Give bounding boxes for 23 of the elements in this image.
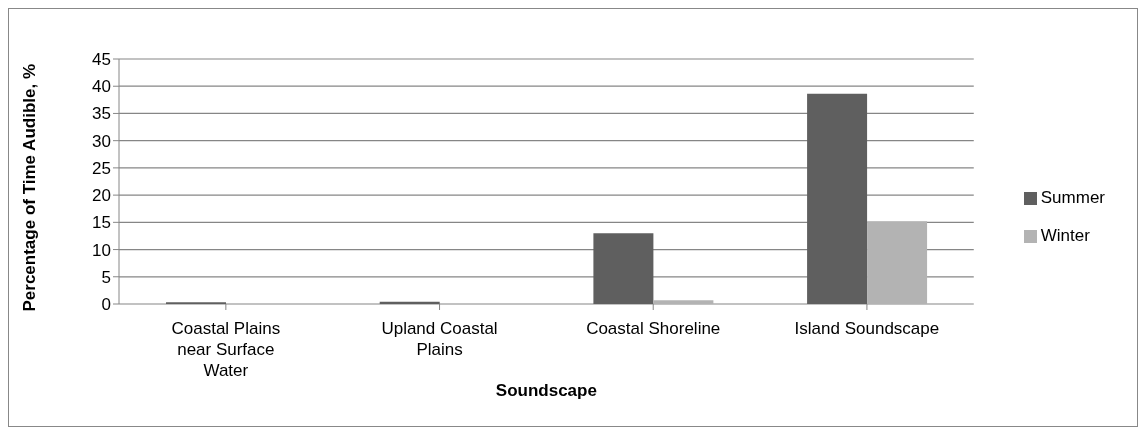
bar [379,301,440,304]
x-tick-label: Upland Coastal Plains [381,319,498,359]
y-tick-label: 10 [92,240,111,260]
x-tick-label: Island Soundscape [794,319,940,338]
y-tick-label: 40 [92,77,111,97]
y-tick-label: 35 [92,104,111,124]
y-tick-label: 5 [101,267,111,287]
x-tick-label: Coastal Shoreline [586,319,721,338]
bar [867,221,928,304]
bar [593,233,654,304]
y-tick-label: 25 [92,158,111,178]
y-axis-title: Percentage of Time Audible, % [20,63,40,312]
x-axis-title: Soundscape [495,381,597,400]
y-tick-label: 30 [92,131,111,151]
x-tick-label: Coastal Plains near Surface Water [171,319,281,380]
legend-label: Summer [1040,187,1105,207]
y-tick-label: 20 [92,186,111,206]
bar [653,300,714,304]
y-tick-label: 0 [101,295,111,315]
y-tick-label: 45 [92,50,111,70]
legend-label: Winter [1040,225,1090,245]
y-tick-label: 15 [92,213,111,233]
bar [807,93,868,304]
